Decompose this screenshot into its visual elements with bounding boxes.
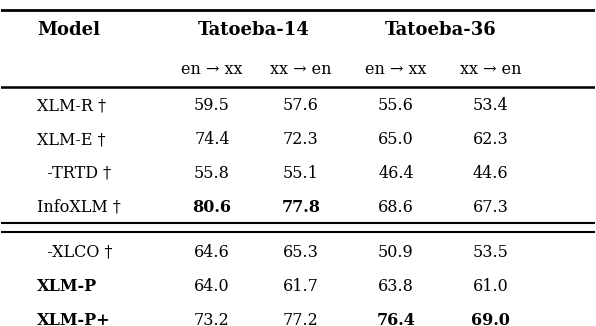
Text: Model: Model [37,21,100,38]
Text: 65.3: 65.3 [283,244,319,261]
Text: 44.6: 44.6 [473,165,508,182]
Text: 55.1: 55.1 [283,165,319,182]
Text: 69.0: 69.0 [471,312,510,326]
Text: 80.6: 80.6 [193,199,231,216]
Text: 63.8: 63.8 [378,278,414,295]
Text: 55.6: 55.6 [378,97,414,114]
Text: 53.5: 53.5 [473,244,509,261]
Text: 77.8: 77.8 [281,199,321,216]
Text: XLM-P: XLM-P [37,278,97,295]
Text: 50.9: 50.9 [378,244,414,261]
Text: 72.3: 72.3 [283,131,319,148]
Text: xx → en: xx → en [270,61,332,78]
Text: Tatoeba-14: Tatoeba-14 [198,21,309,38]
Text: 62.3: 62.3 [473,131,508,148]
Text: 64.0: 64.0 [194,278,230,295]
Text: XLM-R †: XLM-R † [37,97,106,114]
Text: XLM-P+: XLM-P+ [37,312,111,326]
Text: 46.4: 46.4 [378,165,414,182]
Text: Tatoeba-36: Tatoeba-36 [384,21,496,38]
Text: en → xx: en → xx [181,61,243,78]
Text: 67.3: 67.3 [473,199,509,216]
Text: 64.6: 64.6 [194,244,230,261]
Text: XLM-E †: XLM-E † [37,131,105,148]
Text: 57.6: 57.6 [283,97,319,114]
Text: 61.7: 61.7 [283,278,319,295]
Text: 65.0: 65.0 [378,131,414,148]
Text: 77.2: 77.2 [283,312,319,326]
Text: -TRTD †: -TRTD † [37,165,111,182]
Text: xx → en: xx → en [460,61,522,78]
Text: InfoXLM †: InfoXLM † [37,199,121,216]
Text: en → xx: en → xx [365,61,427,78]
Text: 61.0: 61.0 [473,278,508,295]
Text: -XLCO †: -XLCO † [37,244,113,261]
Text: 74.4: 74.4 [194,131,230,148]
Text: 55.8: 55.8 [194,165,230,182]
Text: 53.4: 53.4 [473,97,508,114]
Text: 59.5: 59.5 [194,97,230,114]
Text: 76.4: 76.4 [377,312,415,326]
Text: 73.2: 73.2 [194,312,230,326]
Text: 68.6: 68.6 [378,199,414,216]
